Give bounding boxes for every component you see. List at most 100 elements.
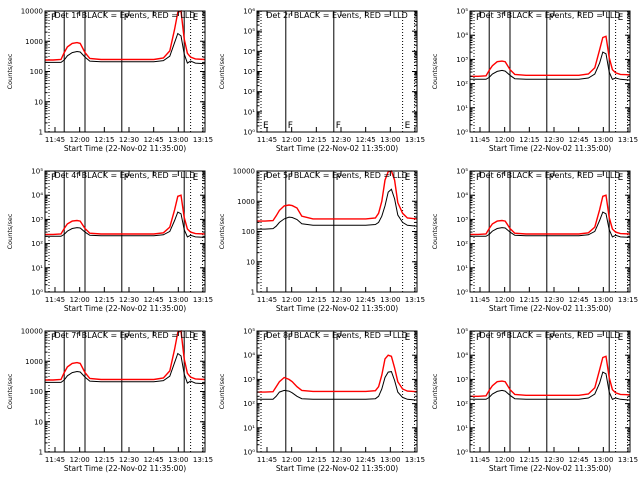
x-tick-label: 12:15 [94,296,114,304]
y-axis-label: Counts/sec [431,213,439,249]
x-tick-label: 12:00 [70,296,90,304]
y-tick-label: 100 [30,68,43,76]
series-line [470,194,631,236]
x-tick-label: 12:00 [495,456,515,464]
y-axis-label: Counts/sec [6,373,14,409]
x-tick-label: 12:45 [569,456,589,464]
x-tick-label: 13:15 [193,456,213,464]
flag-label: E [263,121,269,131]
y-tick-label: 10⁵ [456,168,468,176]
flag-label: F [124,333,129,343]
y-tick-label: 10² [31,240,43,248]
x-tick-label: 13:15 [618,456,638,464]
x-tick-label: 13:15 [405,456,425,464]
y-tick-label: 10⁵ [243,28,255,36]
series-line [45,352,206,385]
y-tick-label: 10⁴ [243,352,255,360]
x-tick-label: 12:30 [119,136,139,144]
y-tick-label: 10³ [456,216,468,224]
y-tick-label: 10⁶ [243,8,255,16]
plot-frame [44,170,206,293]
flag-label: E [193,333,199,343]
detector-panel: F F E 1 10 100 1000 10000 11:45 12:00 12:15 12:30 12… [6,8,213,154]
x-axis-label: Start Time (22-Nov-02 11:35:00) [489,464,611,473]
y-tick-label: 10000 [21,328,43,336]
panel-title: Det 9f BLACK = Events, RED = LLD [479,331,620,340]
y-tick-label: 10 [246,258,255,266]
flag-label: F [51,13,56,23]
x-tick-label: 12:30 [331,296,351,304]
y-tick-label: 10¹ [456,424,468,432]
y-tick-label: 10¹ [31,264,43,272]
detector-panel: F F E 10⁰ 10¹ 10² 10³ 10⁴ 10⁵ 11:45 12:00 12:15 12:3… [431,168,638,314]
flag-label: E [405,173,411,183]
y-tick-label: 10 [34,418,43,426]
series-line [470,211,631,238]
x-axis-label: Start Time (22-Nov-02 11:35:00) [276,304,398,313]
x-tick-label: 12:15 [519,296,539,304]
x-tick-label: 13:15 [618,136,638,144]
panel-title: Det 1f BLACK = Events, RED = LLD [54,11,195,20]
x-tick-label: 12:30 [119,456,139,464]
x-axis-label: Start Time (22-Nov-02 11:35:00) [489,144,611,153]
x-tick-label: 13:00 [593,296,613,304]
y-tick-label: 10⁴ [456,32,468,40]
series-line [45,194,206,236]
flag-label: F [336,173,341,183]
y-tick-label: 10¹ [456,264,468,272]
x-tick-label: 11:45 [257,456,277,464]
y-tick-label: 10⁰ [456,289,468,297]
x-tick-label: 12:45 [144,456,164,464]
y-axis-label: Counts/sec [218,373,226,409]
x-tick-label: 12:00 [70,456,90,464]
panel-title: Det 2r BLACK = Events, RED = LLD [266,11,408,20]
series-line [257,170,418,222]
x-tick-label: 12:45 [144,296,164,304]
flag-label: F [124,173,129,183]
x-tick-label: 12:45 [356,456,376,464]
y-tick-label: 10⁴ [31,192,43,200]
x-tick-label: 12:15 [306,136,326,144]
x-tick-label: 12:15 [94,136,114,144]
flag-label: E [405,333,411,343]
x-axis-label: Start Time (22-Nov-02 11:35:00) [276,144,398,153]
flag-label: E [193,173,199,183]
x-tick-label: 13:15 [193,296,213,304]
series-line [470,35,631,78]
x-axis-label: Start Time (22-Nov-02 11:35:00) [276,464,398,473]
panel-title: Det 4f BLACK = Events, RED = LLD [54,171,195,180]
x-tick-label: 12:45 [569,136,589,144]
panel-title: Det 6f BLACK = Events, RED = LLD [479,171,620,180]
detector-panel: E F F E 10⁰ 10¹ 10² 10³ 10⁴ 10⁵ 10⁶ 11:45 12:00 12:15… [218,8,425,154]
y-tick-label: 10¹ [243,108,255,116]
y-axis-label: Counts/sec [218,53,226,89]
x-tick-label: 11:45 [470,456,490,464]
series-line [257,371,418,401]
y-tick-label: 10¹ [456,104,468,112]
y-tick-label: 10⁰ [456,129,468,137]
x-tick-label: 12:30 [331,136,351,144]
flag-label: F [549,173,554,183]
x-axis-label: Start Time (22-Nov-02 11:35:00) [64,144,186,153]
x-tick-label: 11:45 [45,456,65,464]
y-tick-label: 10³ [456,56,468,64]
series-line [45,329,206,381]
series-line [45,32,206,65]
y-tick-label: 10⁴ [243,48,255,56]
series-line [257,188,418,230]
y-tick-label: 10³ [243,376,255,384]
flag-label: F [476,173,481,183]
plot-frame [469,170,631,293]
y-tick-label: 10 [34,98,43,106]
flag-label: F [51,173,56,183]
x-tick-label: 12:30 [331,456,351,464]
series-line [470,371,631,401]
x-tick-label: 13:00 [168,136,188,144]
x-tick-label: 13:00 [380,296,400,304]
series-line [470,51,631,81]
y-tick-label: 10⁰ [243,449,255,457]
y-tick-label: 1000 [25,358,43,366]
flag-label: F [263,333,268,343]
x-tick-label: 12:00 [282,456,302,464]
